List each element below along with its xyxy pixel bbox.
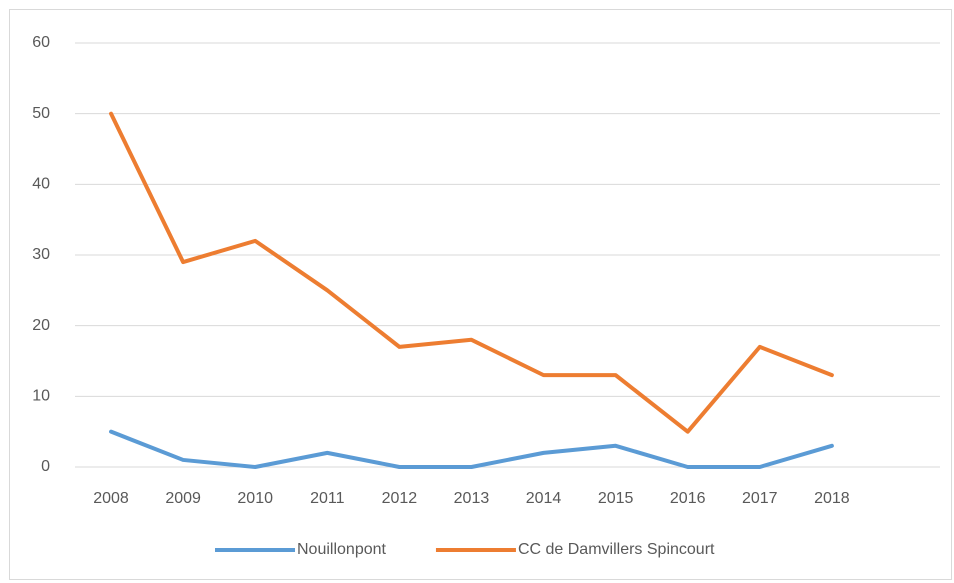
legend-label: Nouillonpont bbox=[297, 541, 387, 558]
y-tick-label: 30 bbox=[32, 246, 50, 263]
x-tick-label: 2016 bbox=[670, 490, 706, 507]
series-line bbox=[109, 111, 834, 434]
chart-frame bbox=[9, 9, 952, 580]
y-tick-label: 50 bbox=[32, 105, 50, 122]
x-tick-label: 2009 bbox=[165, 490, 201, 507]
series-line bbox=[109, 429, 834, 469]
y-tick-label: 60 bbox=[32, 34, 50, 51]
x-tick-label: 2011 bbox=[310, 490, 345, 507]
y-tick-label: 40 bbox=[32, 176, 50, 193]
x-tick-label: 2013 bbox=[454, 490, 490, 507]
y-tick-label: 0 bbox=[41, 458, 50, 475]
x-tick-label: 2018 bbox=[814, 490, 850, 507]
x-tick-label: 2015 bbox=[598, 490, 634, 507]
y-tick-label: 20 bbox=[32, 317, 50, 334]
x-tick-label: 2012 bbox=[382, 490, 418, 507]
x-tick-label: 2008 bbox=[93, 490, 129, 507]
x-tick-label: 2017 bbox=[742, 490, 778, 507]
x-tick-label: 2010 bbox=[237, 490, 273, 507]
legend-label: CC de Damvillers Spincourt bbox=[518, 541, 715, 558]
x-tick-label: 2014 bbox=[526, 490, 562, 507]
y-tick-label: 10 bbox=[32, 388, 50, 405]
